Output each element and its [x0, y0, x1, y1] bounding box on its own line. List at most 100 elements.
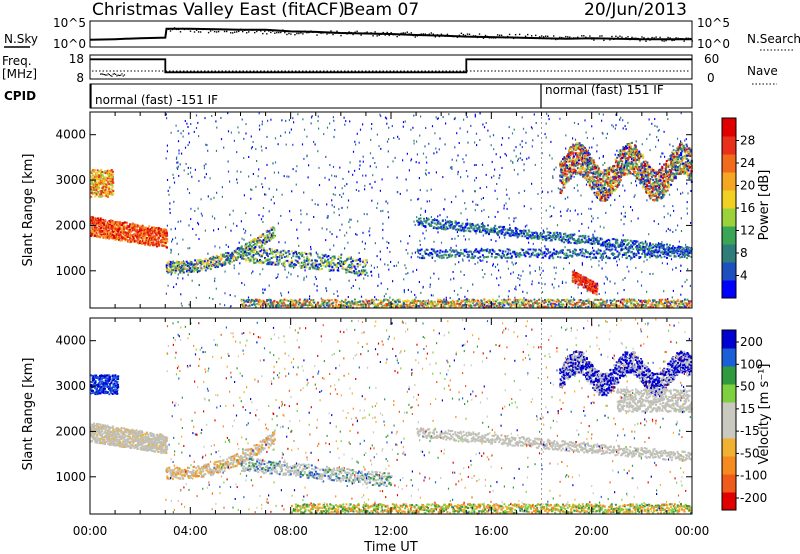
scatter-cell [97, 228, 100, 230]
scatter-cell [305, 252, 308, 255]
scatter-cell [601, 299, 604, 302]
noise-search-point [486, 35, 489, 38]
scatter-cell [539, 233, 542, 236]
scatter-cell [636, 240, 639, 243]
scatter-cell [90, 185, 93, 188]
scatter-cell [589, 171, 592, 174]
scatter-cell [111, 186, 114, 188]
scatter-cell [498, 254, 501, 257]
scatter-cell [94, 195, 97, 198]
scatter-cell [332, 258, 335, 261]
scatter-cell [559, 300, 562, 303]
scatter-cell [419, 303, 422, 306]
scatter-cell [350, 271, 353, 274]
scatter-cell [185, 260, 188, 263]
noise-search-point [581, 35, 583, 37]
scatter-cell [221, 263, 224, 266]
power-scatter-cells [90, 112, 693, 309]
scatter-cell [189, 267, 192, 270]
scatter-cell [117, 236, 120, 238]
scatter-cell [612, 238, 615, 241]
noise-search-point [205, 28, 208, 30]
scatter-cell [337, 305, 340, 308]
scatter-cell [659, 254, 662, 257]
scatter-cell [636, 301, 639, 303]
date-label: 20/Jun/2013 [584, 0, 687, 20]
scatter-cell [552, 257, 555, 260]
scatter-cell [272, 236, 275, 239]
scatter-cell [632, 306, 634, 309]
scatter-cell [471, 253, 474, 256]
scatter-cell [568, 234, 571, 237]
scatter-cell [364, 273, 367, 276]
scatter-cell [101, 219, 104, 222]
scatter-cell [648, 256, 651, 259]
scatter-cell [524, 252, 527, 254]
scatter-cell [569, 167, 572, 170]
scatter-cell [686, 246, 689, 249]
scatter-cell [582, 149, 585, 152]
scatter-cell [305, 266, 308, 269]
scatter-cell [487, 255, 489, 258]
scatter-cell [507, 298, 510, 301]
scatter-cell [651, 255, 653, 258]
scatter-cell [551, 253, 554, 256]
scatter-cell [127, 228, 129, 231]
scatter-cell [547, 306, 550, 308]
noise-search-point [529, 37, 531, 39]
scatter-cell [405, 300, 408, 303]
scatter-cell [646, 252, 649, 255]
scatter-cell [229, 260, 232, 263]
scatter-cell [447, 304, 450, 307]
scatter-cell [502, 301, 505, 304]
scatter-cell [590, 157, 593, 160]
scatter-cell [272, 233, 275, 236]
scatter-cell [143, 226, 146, 229]
scatter-cell [325, 263, 328, 266]
scatter-cell [273, 261, 276, 264]
scatter-cell [150, 243, 153, 246]
scatter-cell [584, 150, 587, 153]
noise-search-point [326, 33, 328, 35]
scatter-cell [252, 244, 255, 246]
scatter-cell [256, 241, 259, 244]
scatter-cell [274, 234, 277, 237]
scatter-cell [349, 305, 352, 307]
scatter-cell [165, 267, 168, 269]
noise-search-point [438, 35, 441, 38]
scatter-cell [664, 248, 667, 251]
scatter-cell [571, 301, 574, 303]
noise-search-point [466, 33, 469, 35]
scatter-cell [460, 305, 463, 308]
scatter-cell [654, 306, 657, 309]
scatter-cell [102, 221, 105, 224]
scatter-cell [658, 300, 661, 303]
scatter-cell [538, 302, 541, 305]
scatter-cell [550, 238, 553, 241]
scatter-cell [561, 237, 564, 240]
scatter-cell [655, 301, 657, 304]
scatter-cell [502, 228, 505, 231]
scatter-cell [326, 255, 329, 258]
scatter-cell [225, 254, 228, 257]
scatter-cell [117, 233, 120, 236]
scatter-cell [542, 300, 545, 303]
scatter-cell [281, 299, 284, 302]
scatter-cell [566, 235, 569, 238]
scatter-cell [105, 228, 108, 231]
scatter-cell [638, 256, 641, 258]
scatter-cell [603, 300, 606, 303]
scatter-cell [142, 227, 145, 230]
scatter-cell [530, 300, 533, 303]
scatter-cell [570, 165, 573, 168]
scatter-cell [296, 260, 299, 263]
scatter-cell [633, 240, 636, 243]
scatter-cell [108, 233, 111, 236]
scatter-cell [434, 251, 437, 254]
scatter-cell [315, 259, 318, 262]
scatter-cell [478, 225, 481, 228]
scatter-cell [419, 220, 422, 223]
scatter-cell [102, 236, 105, 239]
scatter-cell [300, 261, 303, 264]
scatter-cell [321, 257, 324, 260]
